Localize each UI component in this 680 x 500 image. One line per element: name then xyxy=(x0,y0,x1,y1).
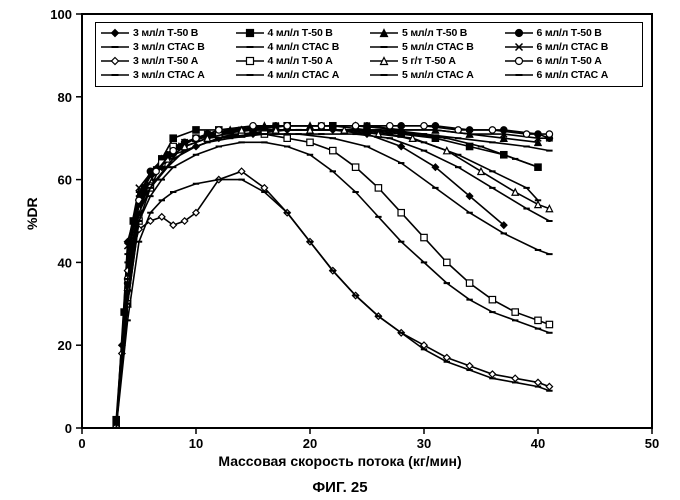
legend-swatch xyxy=(100,55,130,67)
legend-label: 5 мл/л СТАС В xyxy=(402,41,474,53)
legend-swatch xyxy=(504,41,534,53)
legend-item: 3 мл/л Т-50 В xyxy=(100,26,235,40)
legend-swatch xyxy=(235,69,265,81)
series-line xyxy=(116,134,549,428)
legend-swatch xyxy=(100,69,130,81)
legend-label: 3 мл/л Т-50 В xyxy=(133,27,198,39)
legend-label: 4 мл/л СТАС А xyxy=(268,69,340,81)
series-line xyxy=(116,134,549,428)
legend-item: 4 мл/л СТАС В xyxy=(235,40,370,54)
legend-swatch xyxy=(504,69,534,81)
legend-swatch xyxy=(369,41,399,53)
legend-label: 5 мл/л СТАС А xyxy=(402,69,474,81)
x-tick-label: 50 xyxy=(645,436,659,451)
legend-item: 6 мл/л СТАС В xyxy=(504,40,639,54)
legend-item: 6 мл/л СТАС А xyxy=(504,68,639,82)
legend-label: 3 мл/л СТАС В xyxy=(133,41,205,53)
x-tick-label: 20 xyxy=(303,436,317,451)
legend-swatch xyxy=(235,55,265,67)
legend-label: 4 мл/л Т-50 А xyxy=(268,55,333,67)
x-axis-label: Массовая скорость потока (кг/мин) xyxy=(0,453,680,469)
legend-item: 4 мл/л Т-50 А xyxy=(235,54,370,68)
legend-item: 4 мл/л Т-50 В xyxy=(235,26,370,40)
series-line xyxy=(116,126,538,420)
series xyxy=(113,180,553,428)
legend-label: 3 мл/л Т-50 А xyxy=(133,55,198,67)
legend-item: 5 мл/л СТАС А xyxy=(369,68,504,82)
legend-label: 6 мл/л СТАС А xyxy=(537,69,609,81)
y-tick-label: 0 xyxy=(65,421,72,436)
legend-item: 6 мл/л Т-50 В xyxy=(504,26,639,40)
legend-label: 4 мл/л СТАС В xyxy=(268,41,340,53)
y-tick-label: 20 xyxy=(58,338,72,353)
legend-label: 6 мл/л Т-50 В xyxy=(537,27,602,39)
series xyxy=(113,130,541,428)
y-axis-label: %DR xyxy=(24,197,40,230)
legend-item: 3 мл/л СТАС В xyxy=(100,40,235,54)
legend-item: 5 г/т Т-50 А xyxy=(369,54,504,68)
y-tick-label: 80 xyxy=(58,90,72,105)
legend-item: 4 мл/л СТАС А xyxy=(235,68,370,82)
legend-swatch xyxy=(100,41,130,53)
legend-swatch xyxy=(235,41,265,53)
legend-item: 3 мл/л Т-50 А xyxy=(100,54,235,68)
series xyxy=(113,168,553,431)
legend-label: 3 мл/л СТАС А xyxy=(133,69,205,81)
legend-swatch xyxy=(369,69,399,81)
series-line xyxy=(116,130,538,428)
x-tick-label: 30 xyxy=(417,436,431,451)
legend-label: 6 мл/л Т-50 А xyxy=(537,55,602,67)
figure-caption: ФИГ. 25 xyxy=(0,479,680,496)
legend-row: 3 мл/л Т-50 А 4 мл/л Т-50 А 5 г/т Т-50 А 6 … xyxy=(100,54,638,68)
series xyxy=(113,130,541,428)
legend-label: 6 мл/л СТАС В xyxy=(537,41,609,53)
legend-swatch xyxy=(504,55,534,67)
series-line xyxy=(116,130,538,428)
series-line xyxy=(116,126,538,428)
legend-item: 6 мл/л Т-50 А xyxy=(504,54,639,68)
legend-swatch xyxy=(235,27,265,39)
legend-swatch xyxy=(100,27,130,39)
legend-item: 3 мл/л СТАС А xyxy=(100,68,235,82)
y-tick-label: 60 xyxy=(58,173,72,188)
x-tick-label: 0 xyxy=(78,436,85,451)
legend: 3 мл/л Т-50 В 4 мл/л Т-50 В 5 мл/л Т-50 В 6… xyxy=(95,22,643,87)
legend-swatch xyxy=(369,55,399,67)
legend-label: 5 г/т Т-50 А xyxy=(402,55,456,67)
series xyxy=(113,131,553,431)
series-line xyxy=(116,130,504,428)
y-tick-label: 40 xyxy=(58,255,72,270)
y-tick-label: 100 xyxy=(50,7,72,22)
legend-item: 5 мл/л Т-50 В xyxy=(369,26,504,40)
legend-row: 3 мл/л СТАС В 4 мл/л СТАС В 5 мл/л СТАС В 6… xyxy=(100,40,638,54)
legend-label: 5 мл/л Т-50 В xyxy=(402,27,467,39)
legend-label: 4 мл/л Т-50 В xyxy=(268,27,333,39)
legend-swatch xyxy=(504,27,534,39)
series xyxy=(113,134,553,428)
series-line xyxy=(116,134,549,428)
plot-area xyxy=(113,123,553,432)
series-line xyxy=(116,171,549,428)
series-line xyxy=(116,142,549,428)
legend-row: 3 мл/л СТАС А 4 мл/л СТАС А 5 мл/л СТАС А 6… xyxy=(100,68,638,82)
legend-swatch xyxy=(369,27,399,39)
series xyxy=(113,127,507,431)
series xyxy=(113,134,553,428)
x-tick-label: 10 xyxy=(189,436,203,451)
legend-item: 5 мл/л СТАС В xyxy=(369,40,504,54)
legend-row: 3 мл/л Т-50 В 4 мл/л Т-50 В 5 мл/л Т-50 В 6… xyxy=(100,26,638,40)
x-tick-label: 40 xyxy=(531,436,545,451)
chart-container: 0 10 20 30 40 50 0 20 40 60 80 100 3 мл/л Т-50 В 4 м… xyxy=(0,0,680,500)
series-line xyxy=(116,180,549,428)
